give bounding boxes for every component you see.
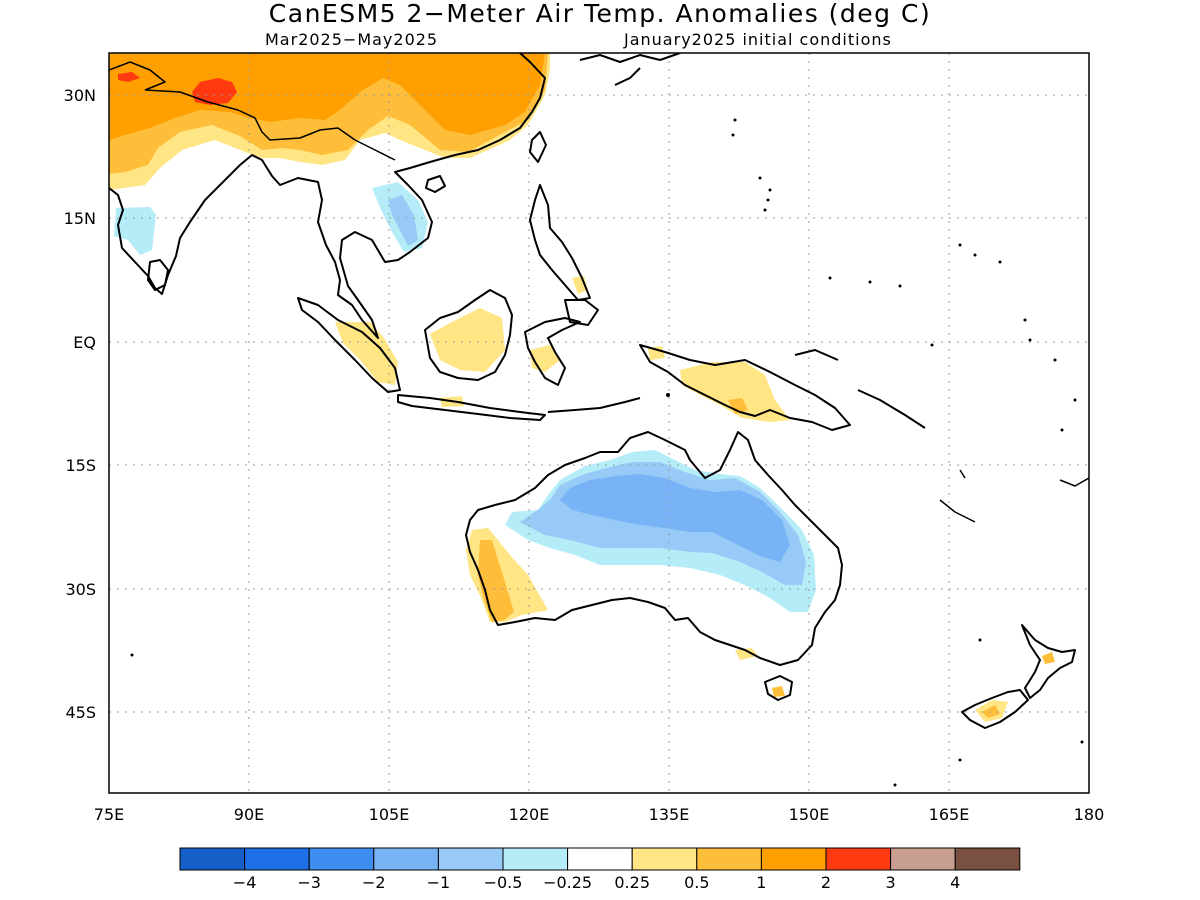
colorbar-label: −4 <box>233 873 257 892</box>
colorbar-label: 2 <box>821 873 831 892</box>
anomaly-asia-orange <box>109 53 545 140</box>
colorbar-label: 1 <box>756 873 766 892</box>
anomaly-sumatra-light-yellow <box>335 322 398 385</box>
coastline-pacific-islands <box>939 469 1089 523</box>
y-axis-ticks: 30N 15N EQ 15S 30S 45S <box>64 86 96 722</box>
colorbar-label: −0.5 <box>484 873 523 892</box>
x-tick-label: 165E <box>929 805 970 824</box>
anomaly-india-pale-blue <box>114 207 156 255</box>
coastline-india-seasia <box>109 53 546 339</box>
anomaly-asia-red-small <box>118 72 140 82</box>
map-plot-area <box>109 53 1089 793</box>
y-tick-label: 30S <box>65 580 96 599</box>
x-tick-label: 150E <box>789 805 830 824</box>
x-tick-label: 120E <box>509 805 550 824</box>
anomaly-tasmania-light-orange <box>772 686 785 697</box>
colorbar: −4 −3 −2 −1 −0.5 −0.25 0.25 0.5 1 2 3 4 <box>179 847 1021 892</box>
colorbar-label: −0.25 <box>543 873 592 892</box>
anomaly-nz-north-light-orange <box>1042 652 1055 664</box>
coastline-japan <box>579 53 681 86</box>
colorbar-swatch <box>567 847 633 871</box>
x-tick-label: 75E <box>94 805 124 824</box>
coastline-sri-lanka <box>147 259 169 291</box>
map-title: CanESM5 2−Meter Air Temp. Anomalies (deg… <box>268 0 932 28</box>
colorbar-swatch <box>760 847 827 871</box>
x-tick-label: 90E <box>234 805 264 824</box>
coastlines <box>109 53 1089 787</box>
coastline-sumatra <box>297 297 401 393</box>
coastline-nz-south <box>961 689 1029 729</box>
y-tick-label: EQ <box>73 333 96 352</box>
colorbar-label: 4 <box>950 873 960 892</box>
colorbar-swatch <box>244 847 310 871</box>
colorbar-label: −1 <box>427 873 451 892</box>
anomaly-halmahera-light-yellow <box>648 346 665 360</box>
forecast-period-label: Mar2025−May2025 <box>265 30 439 49</box>
colorbar-swatch <box>825 847 892 871</box>
colorbar-swatch <box>631 847 698 871</box>
colorbar-swatch <box>890 847 956 871</box>
pacific-island-dots <box>130 118 1084 787</box>
anomaly-australia-medium-blue <box>560 474 790 562</box>
colorbar-swatch <box>502 847 569 871</box>
y-tick-label: 15N <box>64 209 96 228</box>
colorbar-swatch <box>308 847 375 871</box>
colorbar-label: −3 <box>297 873 321 892</box>
colorbar-swatch <box>437 847 504 871</box>
coastline-new-guinea <box>639 344 851 431</box>
colorbar-label: 0.25 <box>614 873 650 892</box>
coastline-taiwan <box>529 131 547 163</box>
initial-conditions-label: January2025 initial conditions <box>624 30 892 49</box>
y-tick-label: 30N <box>64 86 96 105</box>
x-tick-label: 135E <box>649 805 690 824</box>
colorbar-swatch <box>954 847 1021 871</box>
x-tick-label: 105E <box>369 805 410 824</box>
anomaly-png-light-yellow <box>680 362 790 422</box>
coastline-nz-north <box>1021 624 1076 699</box>
colorbar-swatch <box>696 847 762 871</box>
border-china-north <box>109 61 166 91</box>
coastline-java <box>397 394 546 421</box>
x-axis-ticks: 75E 90E 105E 120E 135E 150E 165E 180 <box>94 805 1105 824</box>
coastline-sulawesi <box>524 317 581 386</box>
anomaly-png-light-orange <box>728 398 748 414</box>
map-frame <box>108 52 1090 794</box>
colorbar-label: 3 <box>886 873 896 892</box>
colorbar-swatch <box>179 847 246 871</box>
coastline-australia <box>465 431 843 666</box>
coastline-lesser-sunda <box>547 397 641 413</box>
anomaly-nz-south-light-orange <box>982 705 1000 718</box>
x-tick-label: 180 <box>1074 805 1105 824</box>
coastline-borneo <box>424 289 513 381</box>
y-tick-label: 15S <box>65 456 96 475</box>
border-himalaya <box>144 89 396 161</box>
coastline-mindanao <box>564 299 599 326</box>
anomaly-victoria-light-yellow <box>735 648 758 660</box>
coastline-png-islands <box>794 349 926 429</box>
colorbar-label: 0.5 <box>684 873 709 892</box>
anomaly-borneo-light-yellow <box>430 308 505 372</box>
coastline-hainan <box>425 175 446 193</box>
anomaly-vietnam-light-blue <box>388 195 418 246</box>
gridlines <box>109 53 1089 793</box>
coastline-tasmania <box>764 675 793 701</box>
anomaly-asia-red <box>192 78 237 105</box>
colorbar-label: −2 <box>362 873 386 892</box>
y-tick-label: 45S <box>65 703 96 722</box>
colorbar-swatch <box>373 847 439 871</box>
